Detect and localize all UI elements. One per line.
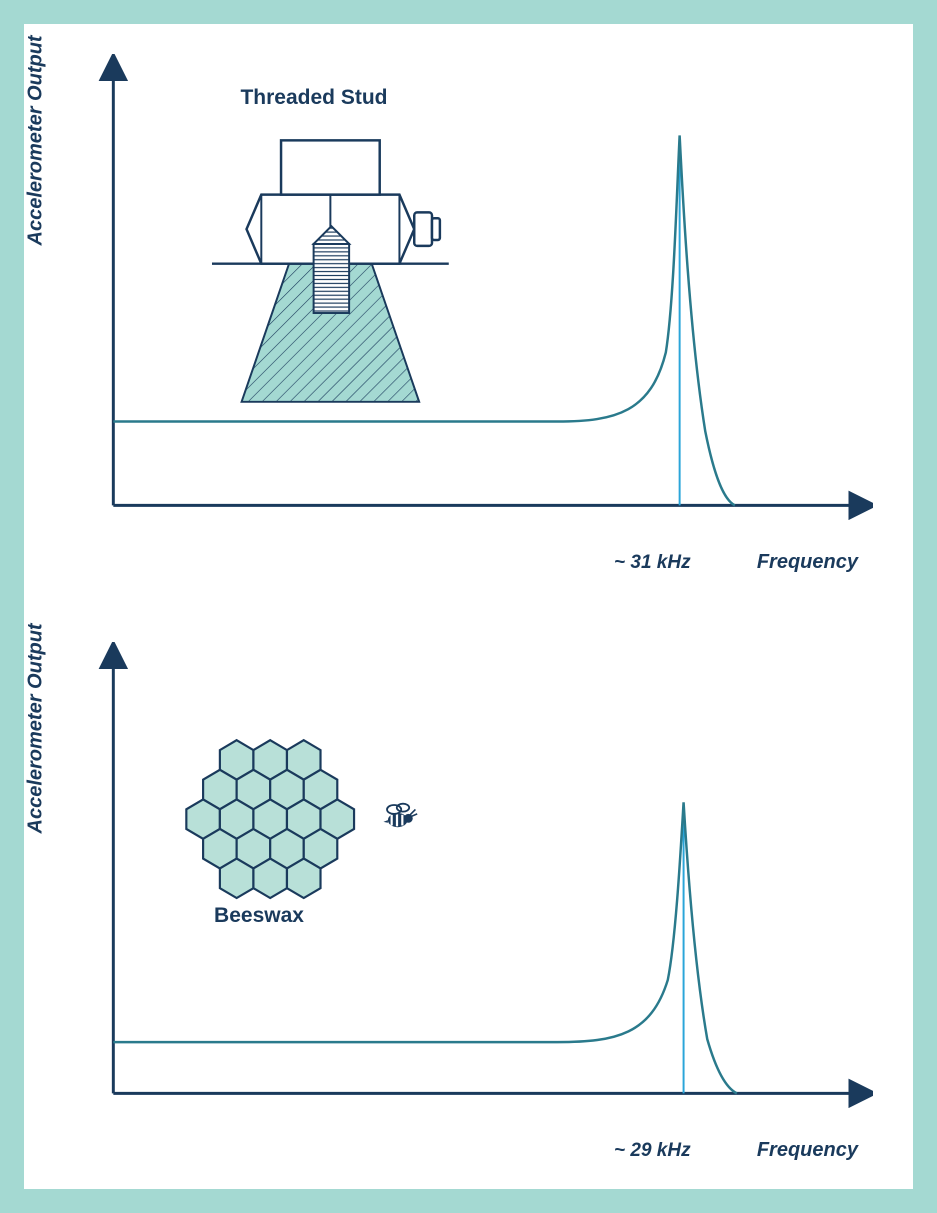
- honeycomb-icon: [186, 740, 354, 898]
- chart-svg-threaded-stud: [64, 54, 873, 572]
- bee-icon: [383, 804, 417, 828]
- resonance-curve: [113, 135, 735, 505]
- x-axis-label: Frequency: [757, 551, 858, 574]
- resonance-frequency-label: ~ 31 kHz: [614, 552, 691, 574]
- chart-svg-beeswax: [64, 642, 873, 1160]
- outer-frame: Accelerometer Output: [0, 0, 937, 1213]
- diagram-title: Beeswax: [199, 904, 319, 928]
- x-axis-label: Frequency: [757, 1139, 858, 1162]
- y-axis-label: Accelerometer Output: [25, 35, 48, 245]
- inner-content: Accelerometer Output: [24, 24, 913, 1189]
- chart-panel-threaded-stud: Accelerometer Output: [24, 24, 913, 612]
- chart-panel-beeswax: Accelerometer Output: [24, 612, 913, 1200]
- diagram-title: Threaded Stud: [234, 86, 394, 110]
- threaded-stud-diagram: [212, 140, 449, 401]
- resonance-frequency-label: ~ 29 kHz: [614, 1140, 691, 1162]
- y-axis-label: Accelerometer Output: [25, 623, 48, 833]
